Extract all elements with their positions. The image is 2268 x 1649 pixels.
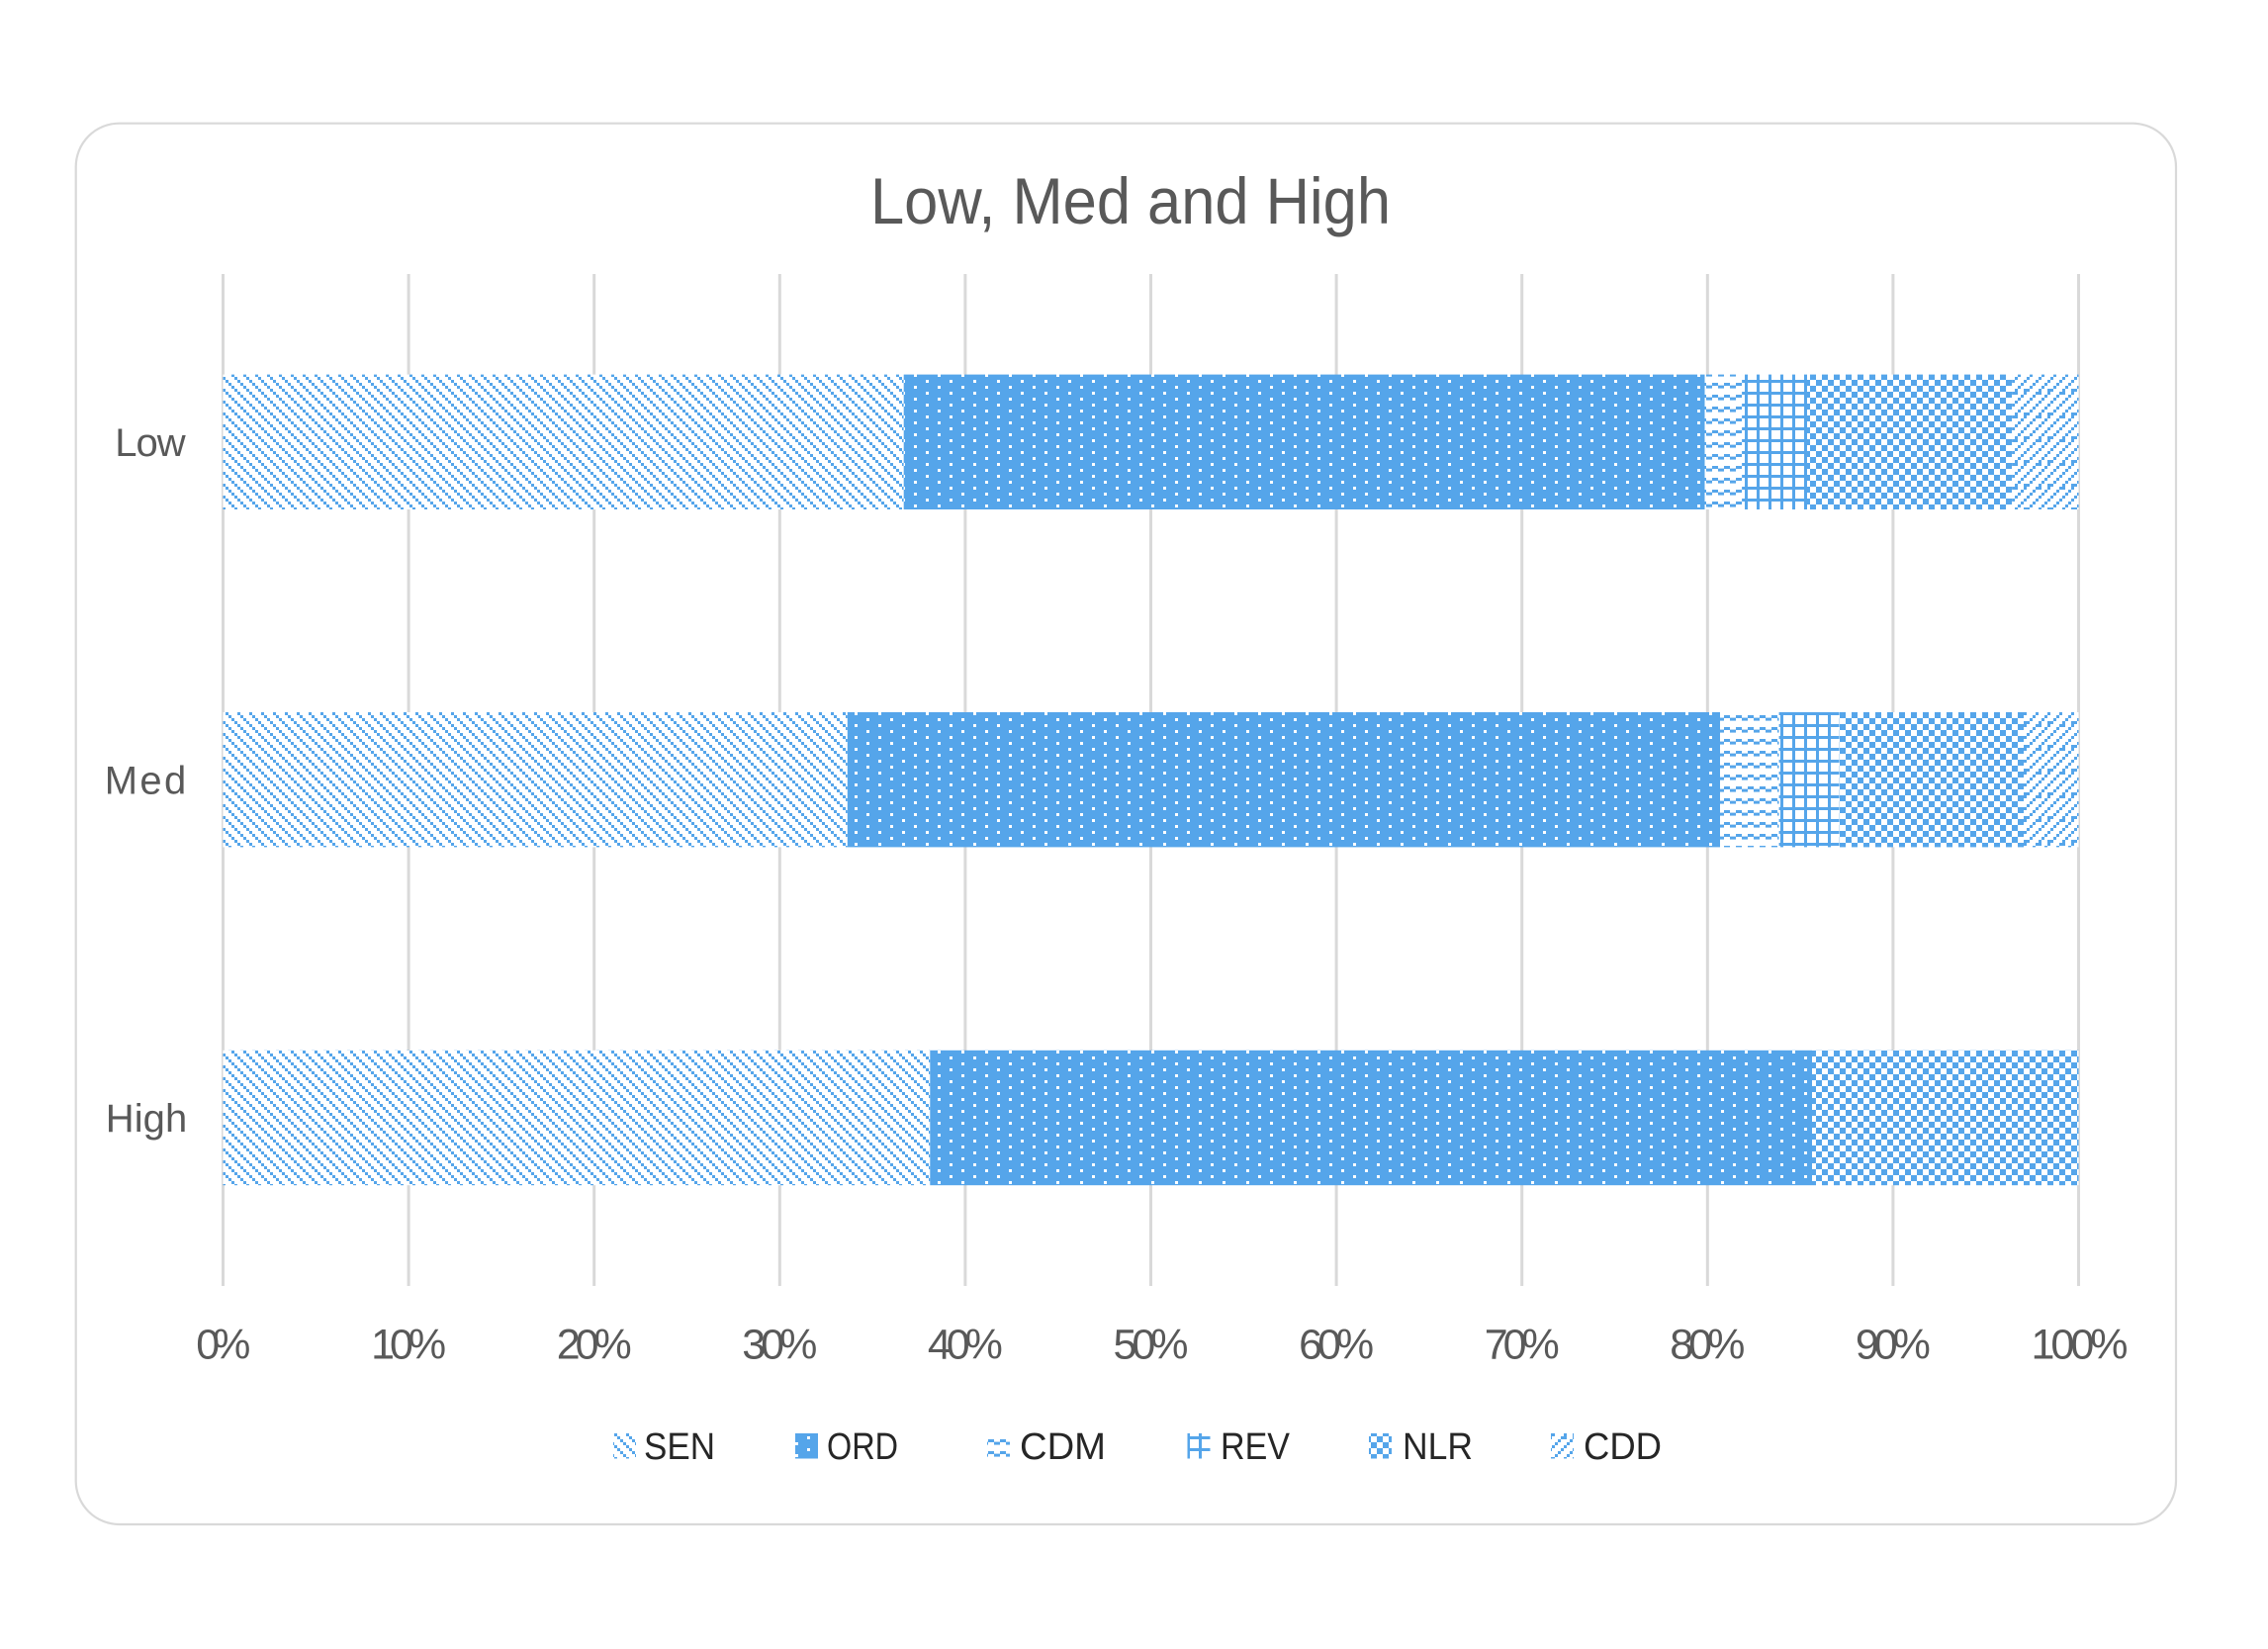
svg-text:0%: 0%	[196, 1321, 250, 1368]
svg-text:60%: 60%	[1299, 1321, 1374, 1368]
svg-text:SEN: SEN	[644, 1426, 715, 1468]
svg-text:ORD: ORD	[827, 1426, 898, 1468]
svg-text:70%: 70%	[1485, 1321, 1560, 1368]
svg-text:30%: 30%	[742, 1321, 817, 1368]
svg-text:80%: 80%	[1670, 1321, 1745, 1368]
svg-text:REV: REV	[1221, 1426, 1291, 1468]
svg-text:20%: 20%	[557, 1321, 632, 1368]
svg-text:50%: 50%	[1114, 1321, 1189, 1368]
svg-text:Low: Low	[115, 421, 186, 465]
svg-text:100%: 100%	[2032, 1321, 2129, 1368]
svg-text:40%: 40%	[928, 1321, 1003, 1368]
svg-text:NLR: NLR	[1403, 1426, 1473, 1468]
svg-text:Low, Med and High: Low, Med and High	[870, 164, 1391, 237]
svg-text:Med: Med	[105, 759, 186, 802]
svg-text:High: High	[106, 1097, 187, 1141]
svg-text:CDM: CDM	[1020, 1426, 1106, 1468]
svg-text:CDD: CDD	[1584, 1426, 1662, 1468]
svg-text:10%: 10%	[371, 1321, 446, 1368]
svg-text:90%: 90%	[1856, 1321, 1931, 1368]
